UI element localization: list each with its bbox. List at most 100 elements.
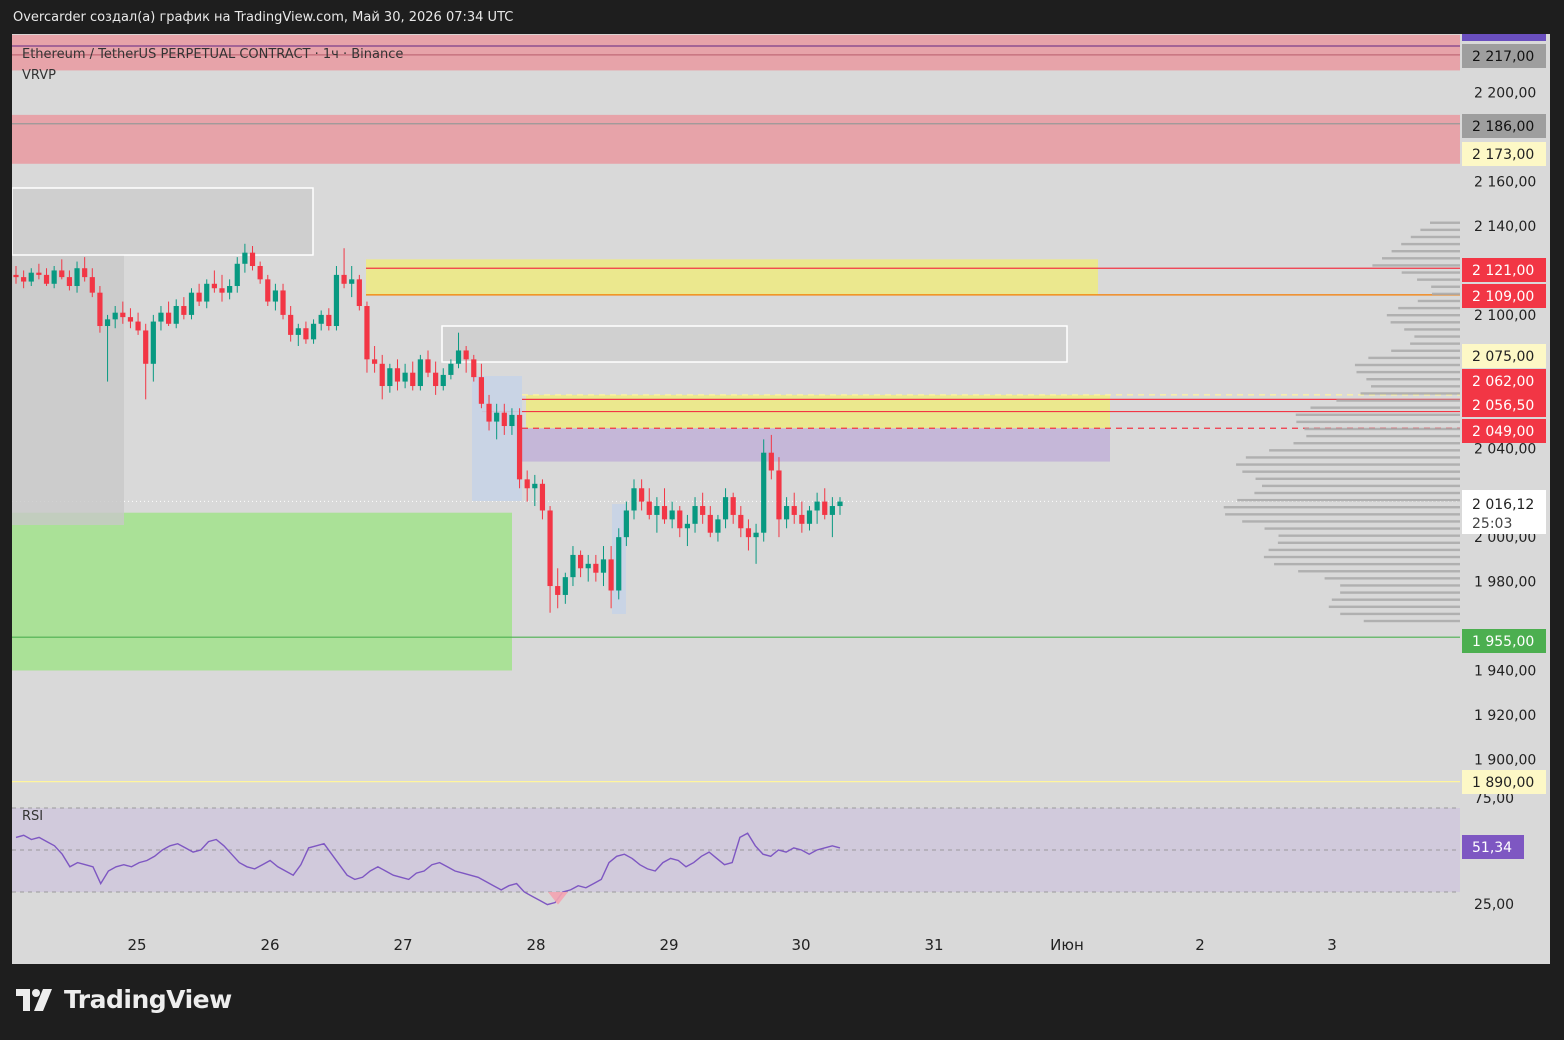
candle — [448, 359, 454, 380]
y-tick-label: 1 980,00 — [1474, 575, 1536, 591]
candle — [753, 523, 759, 564]
price-label-text: 2 121,00 — [1472, 263, 1534, 279]
volume-bar — [1417, 278, 1460, 281]
price-label-text: 1 890,00 — [1472, 775, 1534, 791]
price-axis: 2 200,00 2 160,00 2 140,00 2 100,00 2 040,00… — [1462, 34, 1546, 913]
candle — [112, 306, 118, 329]
x-tick-label: 25 — [127, 936, 146, 954]
candle-body — [36, 272, 42, 275]
rsi-value-text: 51,34 — [1472, 840, 1512, 856]
candle — [600, 546, 607, 587]
candle — [776, 457, 782, 538]
candle-body — [593, 563, 599, 573]
chart-svg[interactable]: 2 200,00 2 160,00 2 140,00 2 100,00 2 040,00… — [12, 34, 1550, 964]
candle — [257, 261, 263, 284]
candle-body — [51, 270, 57, 284]
candle-body — [379, 363, 385, 387]
candle — [402, 363, 408, 389]
candle-body — [13, 274, 19, 278]
y-tick-label: 2 160,00 — [1474, 175, 1536, 191]
volume-bar — [1398, 306, 1460, 310]
candle — [654, 497, 660, 533]
candle — [463, 346, 469, 373]
volume-bar — [1431, 292, 1460, 296]
candle-body — [272, 290, 279, 302]
tradingview-logo[interactable]: TradingView — [16, 985, 232, 1014]
vrvp-legend[interactable]: VRVP — [22, 68, 56, 83]
candle — [631, 479, 637, 520]
candle — [722, 488, 729, 529]
candle-body — [66, 277, 73, 287]
candle-body — [303, 328, 309, 340]
volume-bar — [1340, 591, 1460, 594]
candle — [59, 259, 65, 280]
volume-bar — [1268, 548, 1460, 552]
candle — [288, 306, 294, 342]
price-label-yellow: 2 173,00 — [1462, 142, 1546, 166]
candle-body — [837, 501, 843, 507]
price-label-bg — [1462, 770, 1546, 794]
volume-bar — [1236, 463, 1460, 466]
zone-demand-5 — [12, 512, 512, 671]
candle-body — [722, 497, 729, 520]
volume-bar — [1263, 555, 1460, 559]
candle-body — [387, 368, 393, 387]
candle-body — [455, 350, 462, 364]
candle-body — [196, 292, 202, 302]
candle — [21, 270, 27, 289]
candle — [494, 403, 500, 440]
candle-body — [761, 452, 767, 533]
candle-body — [59, 270, 65, 278]
x-tick-label: 2 — [1195, 936, 1205, 954]
candle-body — [478, 377, 485, 404]
volume-bar — [1431, 285, 1460, 288]
volume-bar — [1277, 541, 1460, 544]
candle-body — [74, 268, 80, 287]
price-label-text: 1 955,00 — [1472, 634, 1534, 650]
candle — [539, 479, 546, 520]
x-tick-label: 31 — [924, 936, 943, 954]
volume-bar — [1410, 342, 1460, 345]
candle-body — [371, 359, 378, 364]
rsi-legend[interactable]: RSI — [22, 809, 43, 824]
candle-body — [265, 279, 271, 302]
candle — [28, 268, 34, 287]
chart-area[interactable]: 2 200,00 2 160,00 2 140,00 2 100,00 2 040,00… — [12, 34, 1550, 964]
x-tick-label: 30 — [791, 936, 810, 954]
candle — [562, 572, 568, 604]
range-box-top — [12, 187, 314, 256]
candle-body — [364, 306, 370, 360]
price-label-bg — [1462, 258, 1546, 282]
y-tick-label: 1 940,00 — [1474, 664, 1536, 680]
y-tick-label: 2 200,00 — [1474, 86, 1536, 102]
candle-body — [89, 277, 95, 293]
candle-body — [417, 359, 423, 387]
candle — [783, 497, 790, 529]
symbol-legend[interactable]: Ethereum / TetherUS PERPETUAL CONTRACT ·… — [22, 47, 403, 62]
volume-bar — [1223, 506, 1460, 509]
candle-body — [410, 372, 416, 387]
chart-attribution: Overcarder создал(а) график на TradingVi… — [13, 10, 514, 25]
candle — [150, 314, 156, 382]
candle-body — [204, 283, 210, 302]
candle — [36, 263, 42, 280]
candle-body — [570, 554, 576, 578]
current-price-bg — [1462, 490, 1546, 534]
candle-body — [692, 506, 698, 524]
candle — [249, 246, 256, 271]
candle-body — [806, 510, 813, 524]
candle-body — [776, 470, 782, 520]
price-label-text: 2 056,50 — [1472, 398, 1534, 414]
price-label-red: 2 109,00 — [1462, 284, 1546, 308]
candle — [82, 257, 88, 282]
price-label-red: 2 049,00 — [1462, 419, 1546, 443]
price-label-text: 2 217,00 — [1472, 49, 1534, 65]
candle — [333, 266, 340, 331]
candle — [822, 488, 828, 520]
volume-bar — [1298, 570, 1460, 573]
y-tick-label: 2 040,00 — [1474, 441, 1536, 457]
price-label-top-clipped — [1462, 34, 1546, 41]
candle-body — [791, 506, 797, 515]
rsi-y-tick-label: 25,00 — [1474, 897, 1514, 913]
volume-bar — [1366, 378, 1460, 381]
